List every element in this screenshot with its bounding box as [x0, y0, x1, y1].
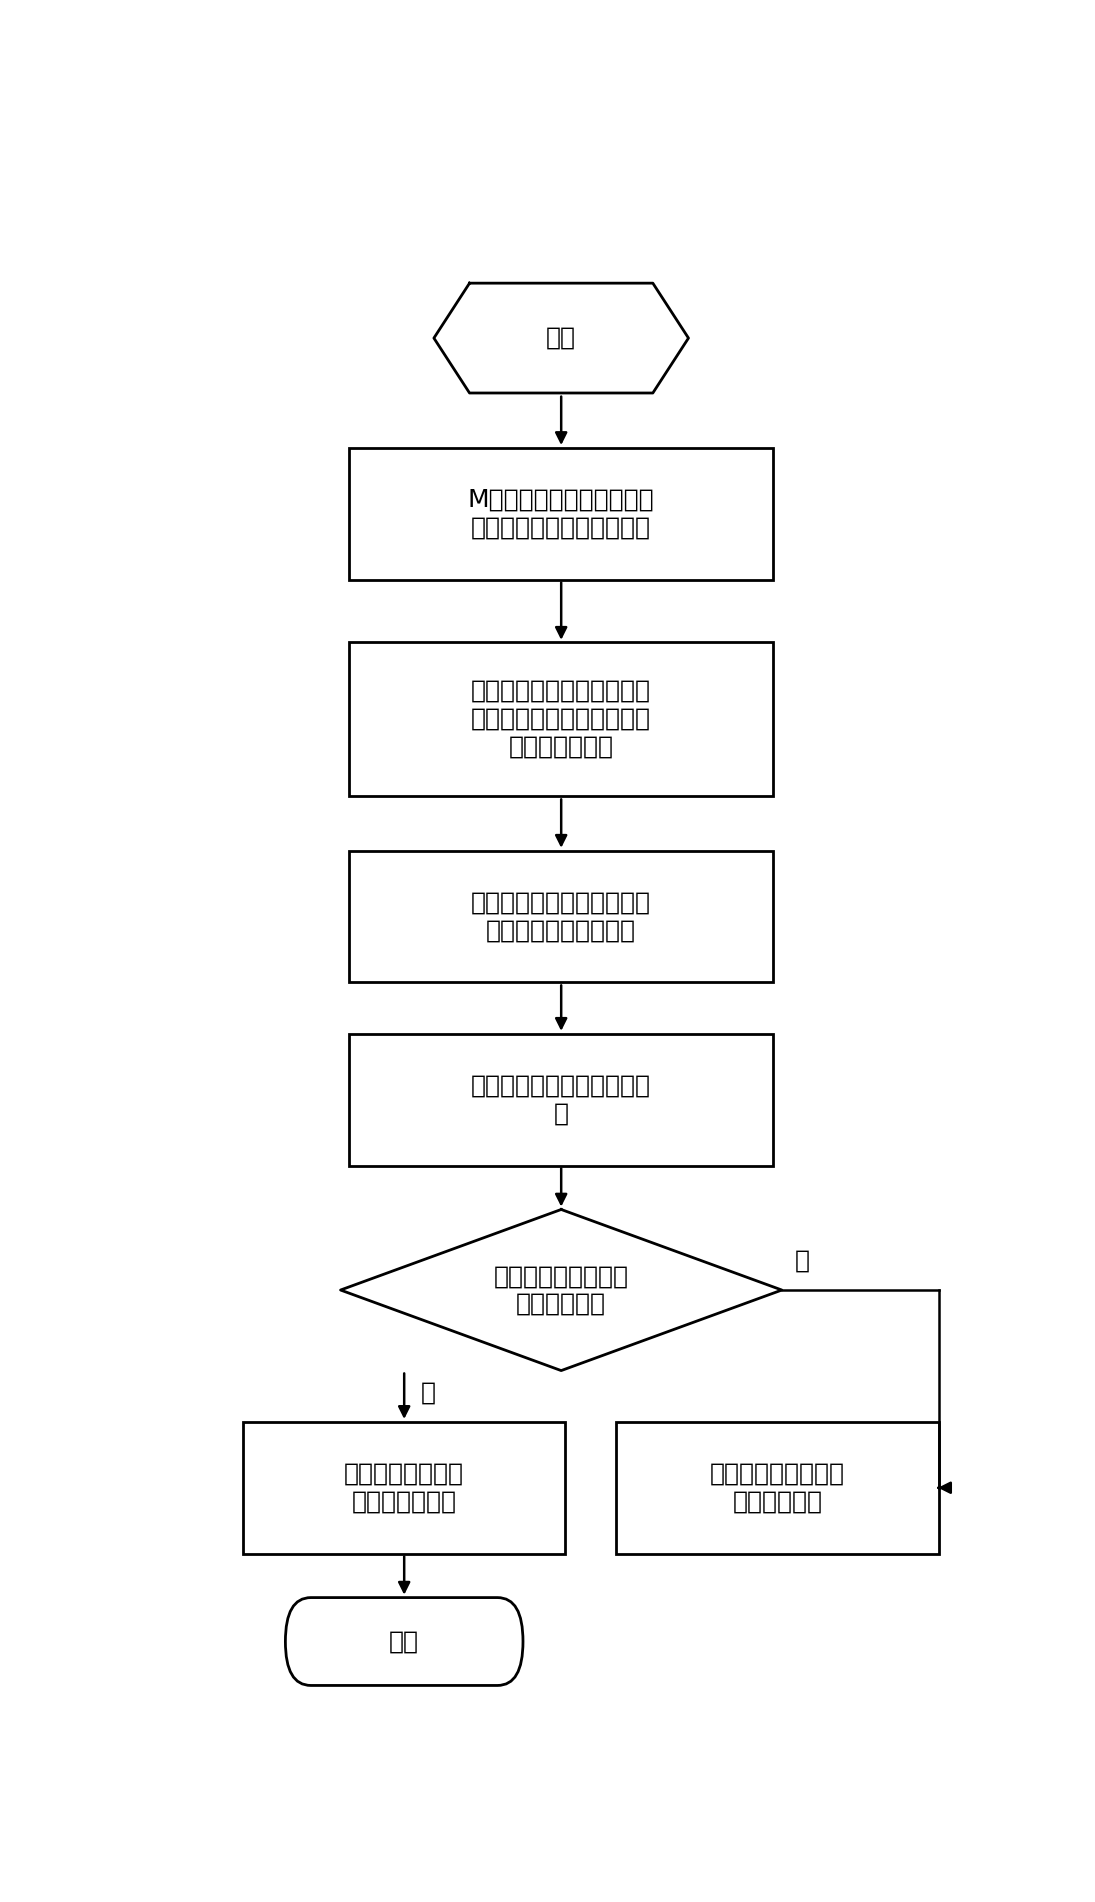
Text: 开始: 开始: [546, 325, 576, 350]
Text: 判定在监测信道内无
授权用户信号: 判定在监测信道内无 授权用户信号: [710, 1463, 845, 1514]
FancyBboxPatch shape: [616, 1423, 938, 1554]
Text: M个感知节点对来自同一监
测信道的接收信号进行采样: M个感知节点对来自同一监 测信道的接收信号进行采样: [468, 489, 655, 540]
Text: 比较检验统计量是否
大于判决门限: 比较检验统计量是否 大于判决门限: [494, 1265, 629, 1316]
Text: 结束: 结束: [389, 1630, 419, 1653]
FancyBboxPatch shape: [243, 1423, 565, 1554]
Text: 每个感知节点计算其对应的
采样信号的估计功率和瞬时
功率的估计方差: 每个感知节点计算其对应的 采样信号的估计功率和瞬时 功率的估计方差: [471, 679, 652, 759]
Text: 判定在监测信道内
有授权用户信号: 判定在监测信道内 有授权用户信号: [344, 1463, 464, 1514]
FancyBboxPatch shape: [349, 1033, 773, 1166]
FancyBboxPatch shape: [349, 850, 773, 983]
Text: 数据融合中心计算检验统计
量: 数据融合中心计算检验统计 量: [471, 1075, 652, 1126]
Polygon shape: [434, 283, 689, 394]
Text: 否: 否: [795, 1250, 809, 1272]
Text: 是: 是: [422, 1381, 436, 1404]
Polygon shape: [341, 1210, 782, 1371]
FancyBboxPatch shape: [286, 1598, 523, 1685]
Text: 每个感知节点将得到的两个
值上传至数据融合中心: 每个感知节点将得到的两个 值上传至数据融合中心: [471, 890, 652, 943]
FancyBboxPatch shape: [349, 449, 773, 580]
FancyBboxPatch shape: [349, 643, 773, 795]
